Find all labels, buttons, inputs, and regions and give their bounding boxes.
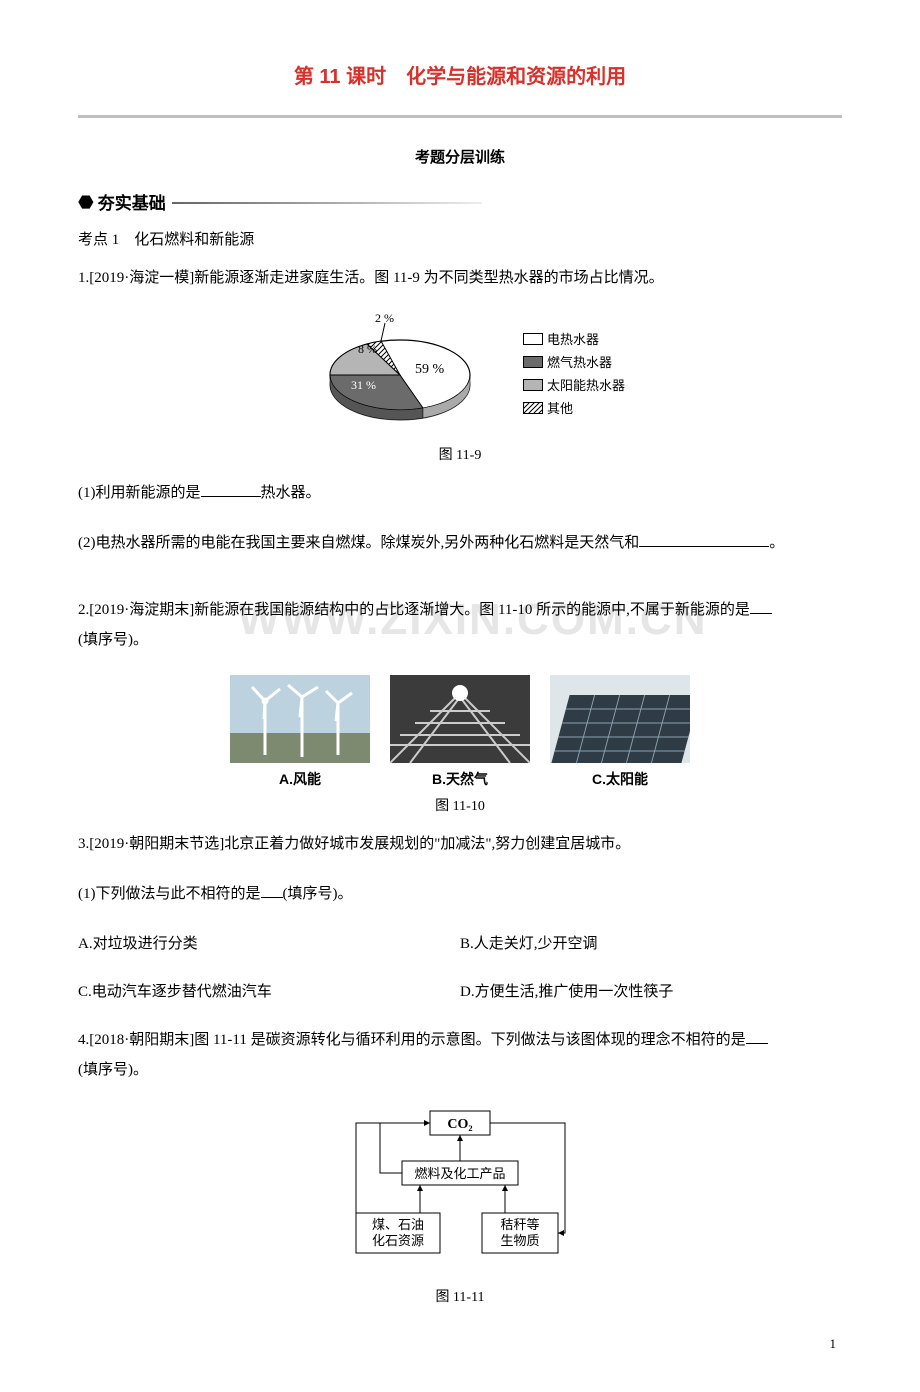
q3-stem: 3.[2019·朝阳期末节选]北京正着力做好城市发展规划的"加减法",努力创建宜…: [78, 829, 842, 859]
q1-sub2: (2)电热水器所需的电能在我国主要来自燃煤。除煤炭外,另外两种化石燃料是天然气和…: [78, 528, 842, 558]
section-head-line: [172, 202, 482, 204]
carbon-cycle-diagram: CO₂ 燃料及化工产品 煤、石油 化石资源 秸秆等 生物质: [320, 1105, 600, 1275]
q3-opt-a: A.对垃圾进行分类: [78, 929, 460, 959]
pie-label-8: 8 %: [358, 342, 377, 356]
q3-opt-c: C.电动汽车逐步替代燃油汽车: [78, 977, 460, 1007]
thumb-c: [550, 675, 690, 763]
node-br-1: 秸秆等: [500, 1217, 539, 1232]
fig-11-11-caption: 图 11-11: [78, 1286, 842, 1306]
q3-opts-row2: C.电动汽车逐步替代燃油汽车 D.方便生活,推广使用一次性筷子: [78, 977, 842, 1007]
node-bl-2: 化石资源: [372, 1233, 424, 1248]
fig-11-9-caption: 图 11-9: [78, 444, 842, 464]
koadian-1: 考点 1 化石燃料和新能源: [78, 228, 842, 249]
blank: [639, 532, 769, 547]
title-divider: [78, 115, 842, 118]
q4-stem-pre: 4.[2018·朝阳期末]图 11-11 是碳资源转化与循环利用的示意图。下列做…: [78, 1032, 746, 1048]
lesson-title: 第 11 课时 化学与能源和资源的利用: [78, 60, 842, 89]
q3-opts-row1: A.对垃圾进行分类 B.人走关灯,少开空调: [78, 929, 842, 959]
figure-11-11: CO₂ 燃料及化工产品 煤、石油 化石资源 秸秆等 生物质 图 11-: [78, 1105, 842, 1306]
q1-sub1-post: 热水器。: [261, 485, 321, 501]
q1-sub1-pre: (1)利用新能源的是: [78, 485, 201, 501]
pie-label-31: 31 %: [351, 378, 376, 392]
figure-11-9: 2 % 8 % 31 % 59 % 电热水器 燃气热水器 太阳能热水器 其他: [78, 313, 842, 464]
legend-2: 太阳能热水器: [547, 375, 625, 394]
q3-sub1: (1)下列做法与此不相符的是 (填序号)。: [78, 879, 842, 909]
q4-stem-post: (填序号)。: [78, 1062, 148, 1078]
q3-opt-b: B.人走关灯,少开空调: [460, 929, 842, 959]
q1-sub1: (1)利用新能源的是 热水器。: [78, 478, 842, 508]
legend-1: 燃气热水器: [547, 352, 612, 371]
fig-11-10-caption: 图 11-10: [78, 795, 842, 815]
q2-stem-post: (填序号)。: [78, 632, 148, 648]
legend-3: 其他: [547, 398, 573, 417]
blank: [750, 599, 772, 614]
pie-chart: 2 % 8 % 31 % 59 %: [295, 313, 505, 433]
thumb-b: [390, 675, 530, 763]
q4-stem: 4.[2018·朝阳期末]图 11-11 是碳资源转化与循环利用的示意图。下列做…: [78, 1025, 842, 1085]
thumb-b-cap: B.天然气: [390, 769, 530, 789]
node-bl-1: 煤、石油: [372, 1217, 424, 1232]
q3-sub1-pre: (1)下列做法与此不相符的是: [78, 886, 261, 902]
thumb-c-cap: C.太阳能: [550, 769, 690, 789]
figure-11-10: A.风能: [78, 675, 842, 815]
q1-sub2-pre: (2)电热水器所需的电能在我国主要来自燃煤。除煤炭外,另外两种化石燃料是天然气和: [78, 535, 639, 551]
node-br-2: 生物质: [500, 1233, 539, 1248]
node-mid: 燃料及化工产品: [414, 1166, 505, 1181]
blank: [746, 1029, 768, 1044]
thumb-a: [230, 675, 370, 763]
page-number: 1: [78, 1336, 842, 1352]
q2-stem-pre: 2.[2019·海淀期末]新能源在我国能源结构中的占比逐渐增大。图 11-10 …: [78, 602, 750, 618]
q1-sub2-post: 。: [769, 535, 784, 551]
legend-0: 电热水器: [547, 329, 599, 348]
pie-label-2: 2 %: [375, 313, 394, 325]
section-basic-label: 夯实基础: [98, 189, 166, 214]
q3-opt-d: D.方便生活,推广使用一次性筷子: [460, 977, 842, 1007]
q2-stem: 2.[2019·海淀期末]新能源在我国能源结构中的占比逐渐增大。图 11-10 …: [78, 595, 842, 655]
blank: [201, 482, 261, 497]
section-head-basic: ⬣ 夯实基础: [78, 189, 842, 214]
q3-sub1-post: (填序号)。: [283, 886, 353, 902]
hex-icon: ⬣: [78, 193, 94, 211]
blank: [261, 883, 283, 898]
pie-label-59: 59 %: [415, 362, 445, 377]
node-co2: CO₂: [447, 1117, 472, 1132]
practice-heading: 考题分层训练: [78, 146, 842, 167]
thumb-a-cap: A.风能: [230, 769, 370, 789]
q1-stem: 1.[2019·海淀一模]新能源逐渐走进家庭生活。图 11-9 为不同类型热水器…: [78, 263, 842, 293]
pie-legend: 电热水器 燃气热水器 太阳能热水器 其他: [523, 329, 625, 417]
